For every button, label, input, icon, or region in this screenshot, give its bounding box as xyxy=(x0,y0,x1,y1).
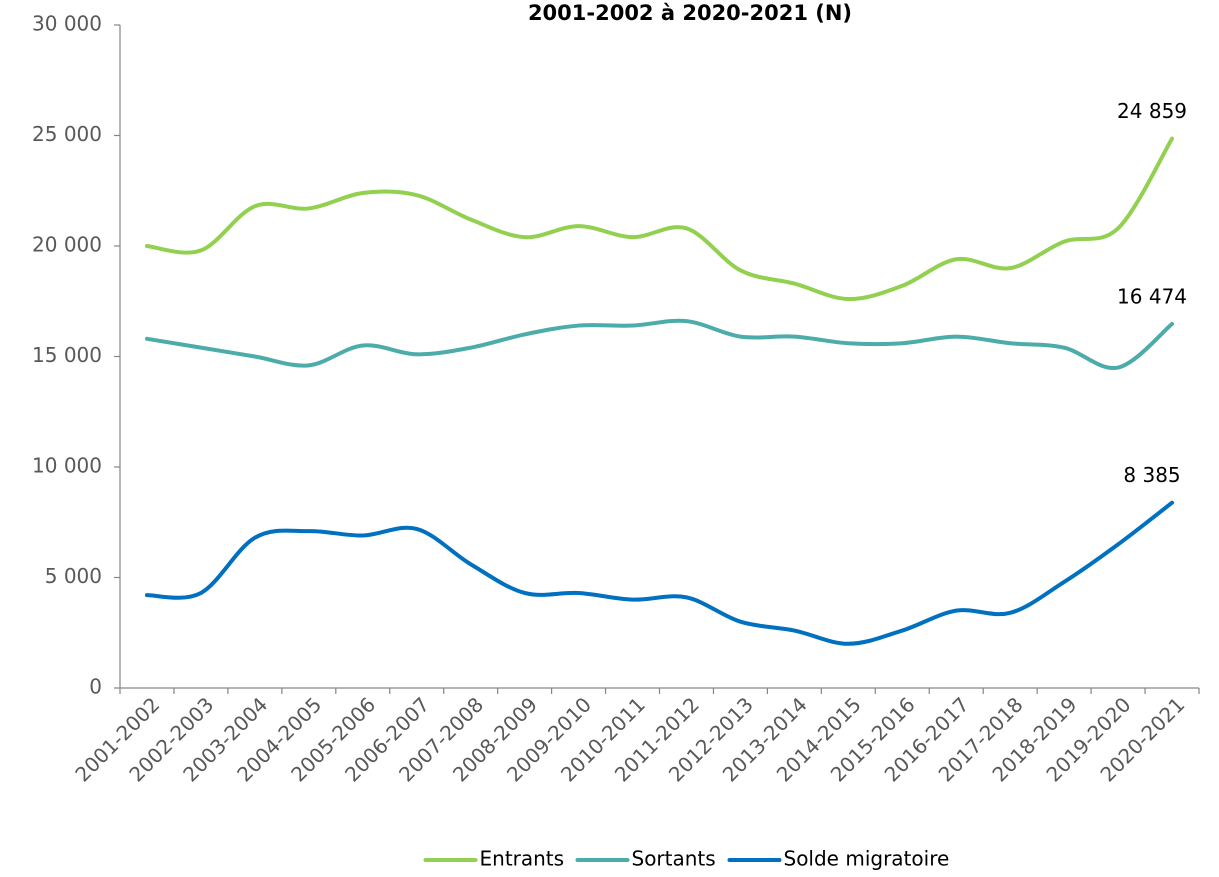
series-line xyxy=(144,136,1175,302)
series-line xyxy=(144,318,1175,370)
y-tick-label: 15 000 xyxy=(32,343,102,367)
y-tick-label: 10 000 xyxy=(32,454,102,478)
legend-label: Sortants xyxy=(632,847,716,871)
y-tick-label: 5 000 xyxy=(45,564,102,588)
y-tick-label: 20 000 xyxy=(32,233,102,257)
data-label: 24 859 xyxy=(1117,99,1187,123)
legend-label: Entrants xyxy=(480,847,565,871)
legend-label: Solde migratoire xyxy=(784,847,950,871)
y-tick-label: 25 000 xyxy=(32,122,102,146)
data-label: 8 385 xyxy=(1123,463,1180,487)
y-tick-label: 30 000 xyxy=(32,12,102,36)
chart-title: 2001-2002 à 2020-2021 (N) xyxy=(528,1,852,25)
series-line xyxy=(144,500,1175,646)
y-tick-label: 0 xyxy=(89,675,102,699)
data-label: 16 474 xyxy=(1117,284,1187,308)
